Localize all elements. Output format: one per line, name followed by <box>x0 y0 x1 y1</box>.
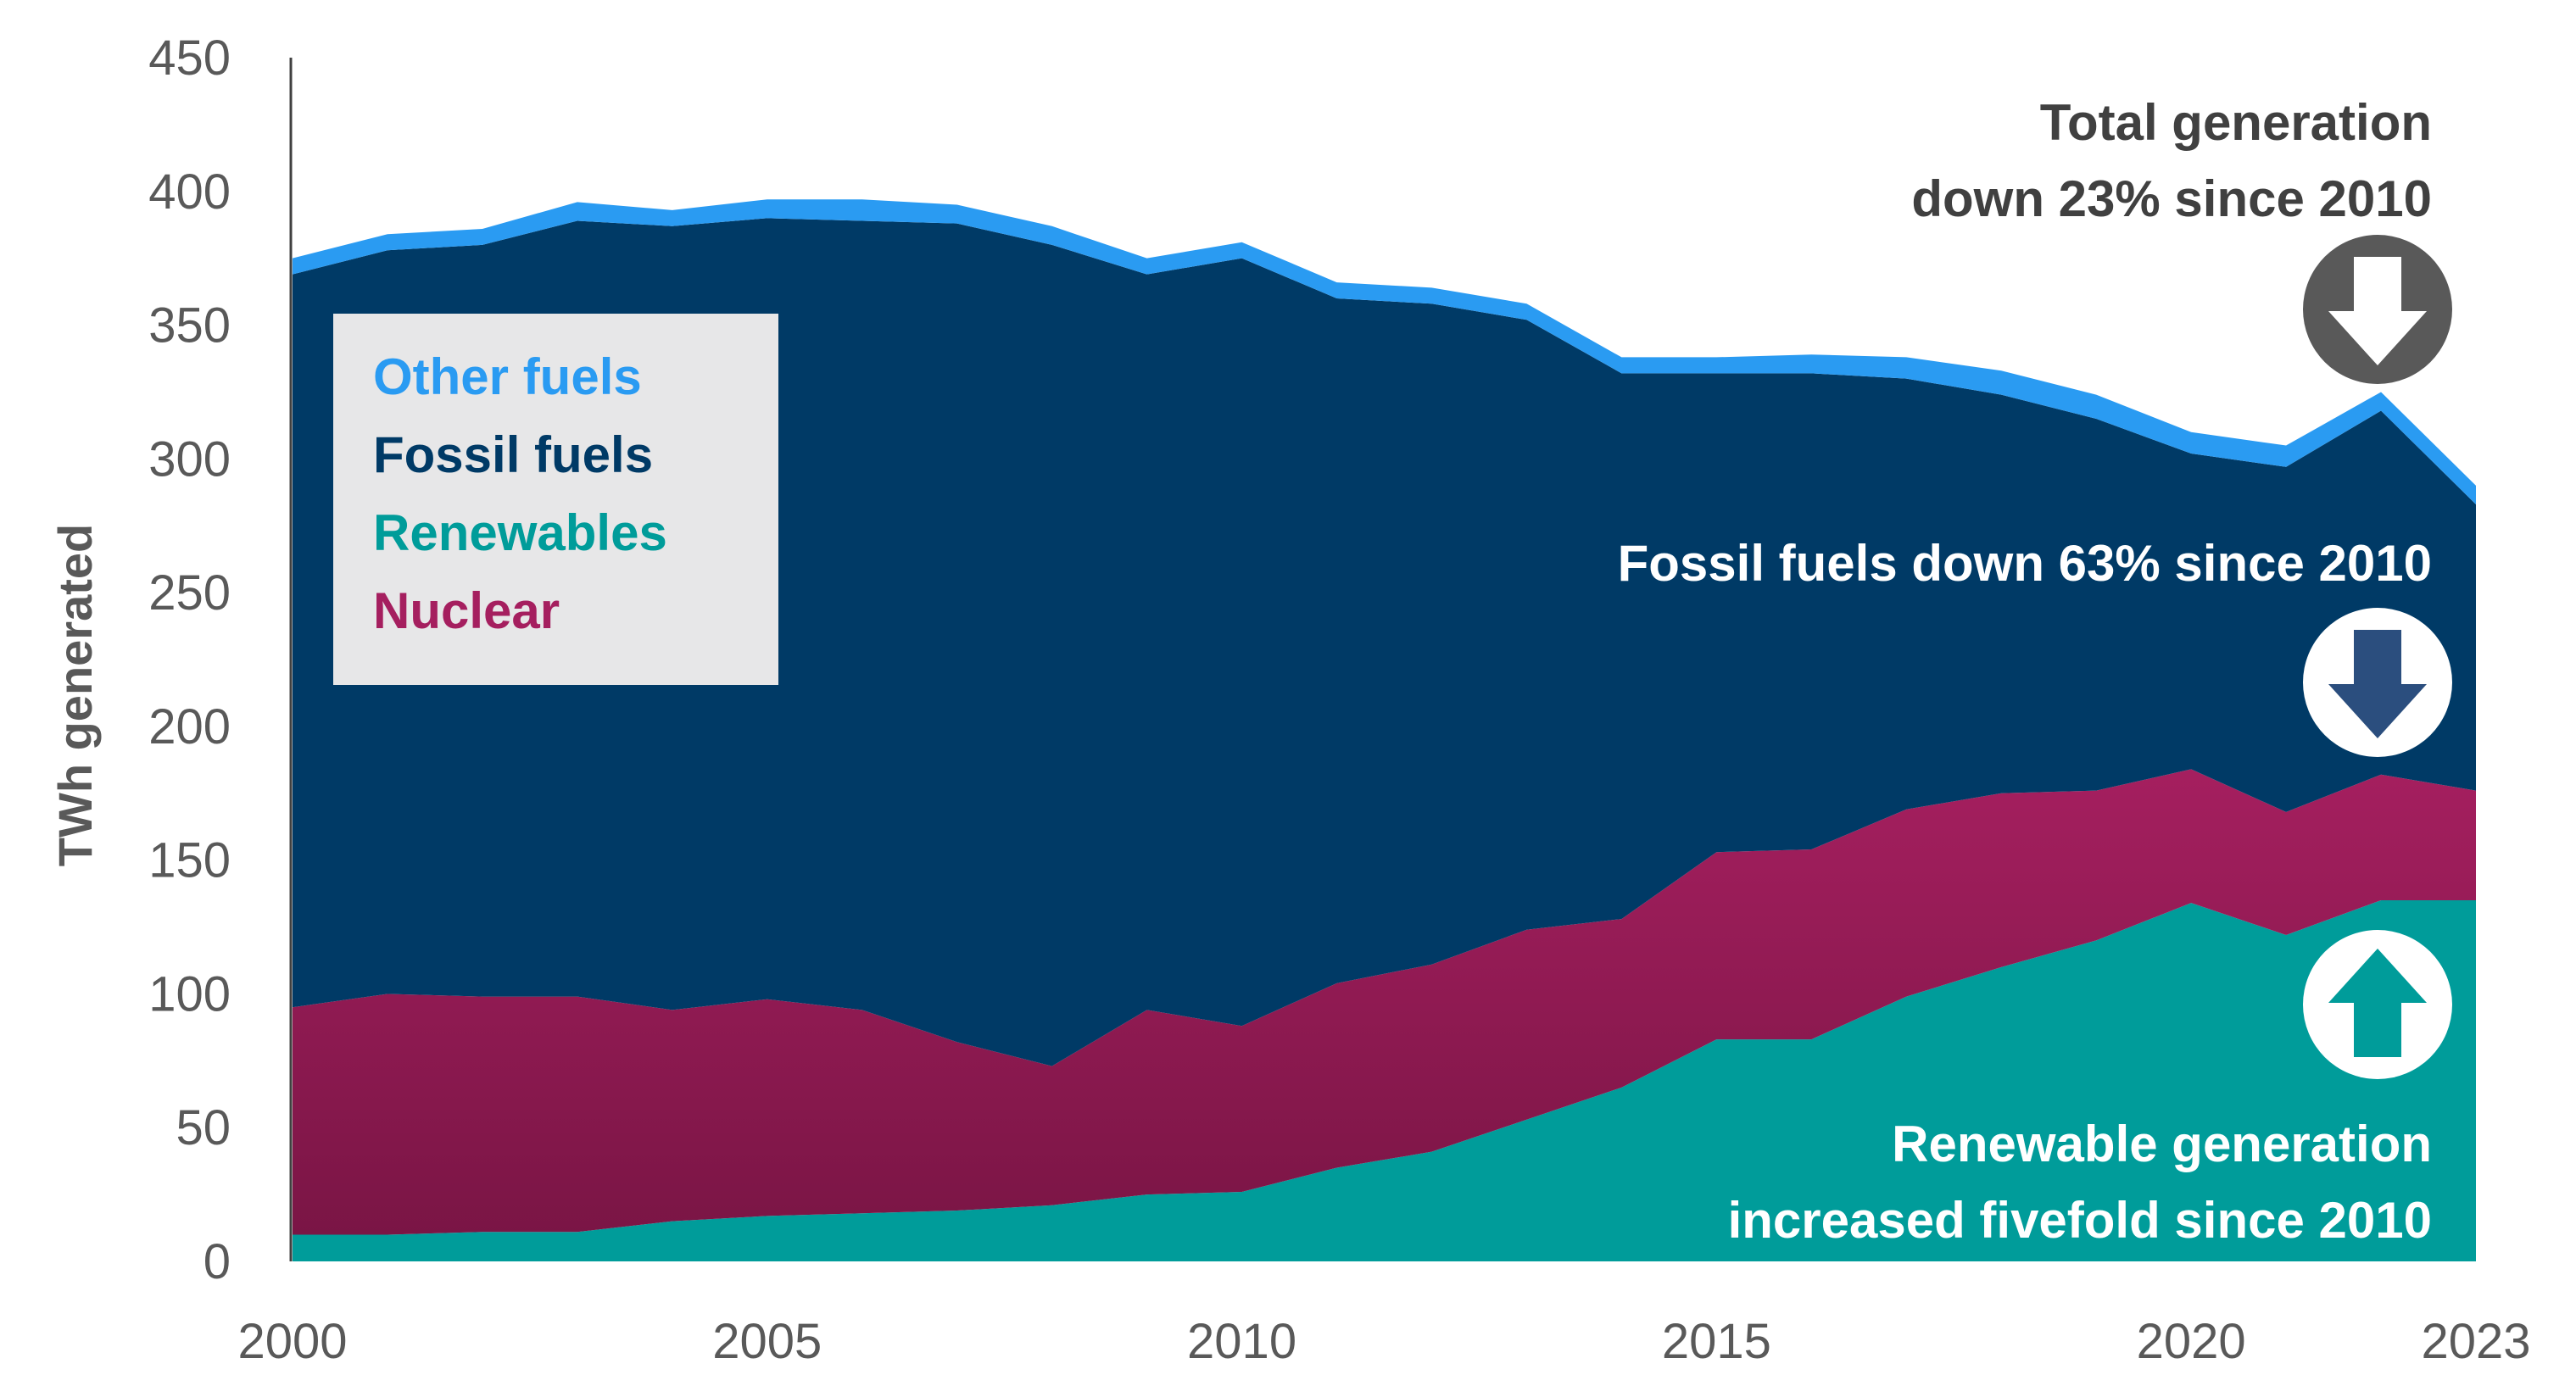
area-series-group <box>293 199 2476 1261</box>
y-tick-label: 250 <box>148 565 231 621</box>
annotation-1: Total generation down 23% since 2010 <box>1911 94 2452 384</box>
y-tick-label: 150 <box>148 833 231 888</box>
annotation-text: Fossil fuels down 63% since 2010 <box>1618 535 2432 592</box>
legend-entry-renewables: Renewables <box>373 504 667 561</box>
x-tick-label: 2000 <box>237 1314 347 1369</box>
x-tick-label: 2010 <box>1187 1314 1296 1369</box>
y-tick-label: 0 <box>204 1234 231 1289</box>
y-tick-label: 200 <box>148 699 231 754</box>
y-tick-labels: 0 50 100 150 200 250 300 350 400 450 <box>148 31 231 1289</box>
area-fossil-fuels <box>293 218 2476 1066</box>
area-nuclear <box>293 769 2476 1235</box>
arrow-down-icon <box>2328 630 2427 738</box>
x-tick-label: 2015 <box>1662 1314 1771 1369</box>
legend-entry-other-fuels: Other fuels <box>373 348 642 405</box>
x-tick-labels: 2000 2005 2010 2015 2020 2023 <box>237 1314 2530 1369</box>
x-tick-label: 2020 <box>2137 1314 2246 1369</box>
area-other-fuels <box>293 199 2476 504</box>
annotation-text: Total generation <box>2040 94 2432 151</box>
legend-entry-nuclear: Nuclear <box>373 582 560 639</box>
y-tick-label: 450 <box>148 31 231 86</box>
annotation-2: Fossil fuels down 63% since 2010 <box>1618 535 2452 757</box>
y-tick-label: 100 <box>148 966 231 1021</box>
arrow-down-icon <box>2328 257 2427 365</box>
annotation-3: Renewable generation increased fivefold s… <box>1728 930 2452 1249</box>
y-tick-label: 350 <box>148 298 231 353</box>
annotation-text: down 23% since 2010 <box>1911 170 2432 227</box>
annotations: Total generation down 23% since 2010 Fossi… <box>1618 94 2452 1249</box>
x-tick-label: 2023 <box>2421 1314 2530 1369</box>
area-renewables <box>293 900 2476 1261</box>
arrow-up-icon <box>2328 949 2427 1057</box>
annotation-text: increased fivefold since 2010 <box>1728 1192 2432 1249</box>
legend-entry-fossil-fuels: Fossil fuels <box>373 426 653 483</box>
y-tick-label: 300 <box>148 431 231 487</box>
legend-box <box>333 314 778 685</box>
annotation-text: Renewable generation <box>1892 1116 2432 1172</box>
legend: Other fuels Fossil fuels Renewables Nuclear <box>333 314 778 685</box>
y-axis-label: TWh generated <box>48 524 102 866</box>
x-tick-label: 2005 <box>712 1314 822 1369</box>
y-tick-label: 400 <box>148 164 231 220</box>
y-tick-label: 50 <box>176 1100 231 1155</box>
